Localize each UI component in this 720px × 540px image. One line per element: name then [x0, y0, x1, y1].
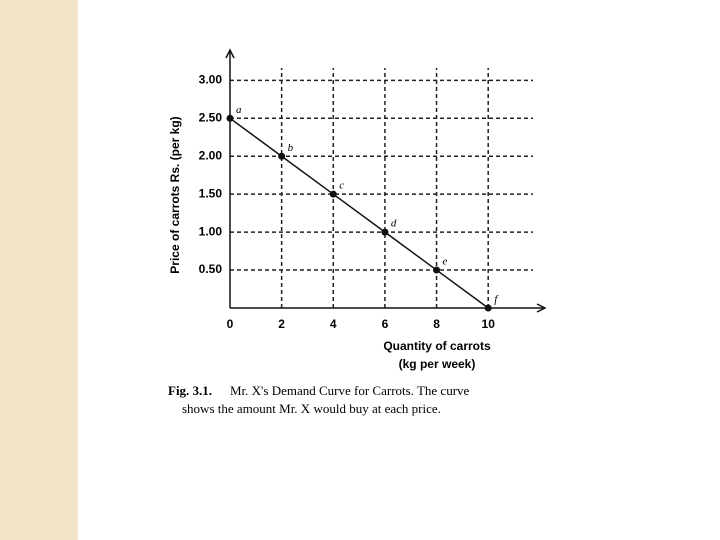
demand-line: [229, 117, 489, 309]
point: [226, 114, 234, 122]
x-tick-label: 0: [227, 317, 234, 331]
x-axis-arrow: [536, 303, 547, 313]
x-tick-label: 6: [382, 317, 389, 331]
point-label: e: [443, 256, 448, 268]
point-label: a: [236, 104, 242, 116]
point-label: b: [288, 142, 294, 154]
point: [329, 190, 337, 198]
point: [484, 304, 492, 312]
point: [381, 228, 389, 236]
y-axis-arrow: [225, 48, 235, 59]
y-tick-label: 3.00: [199, 73, 223, 87]
y-tick-label: 1.50: [199, 186, 223, 200]
point-label: d: [391, 218, 397, 230]
y-tick-label: 0.50: [199, 262, 223, 276]
x-axis-label: (kg per week): [399, 357, 476, 371]
x-tick-label: 10: [482, 317, 496, 331]
caption: Mr. X's Demand Curve for Carrots. The cu…: [230, 383, 470, 398]
point: [433, 266, 441, 274]
side-strip: [0, 0, 78, 540]
y-tick-label: 2.50: [199, 110, 223, 124]
y-tick-label: 2.00: [199, 148, 223, 162]
x-axis-label: Quantity of carrots: [383, 339, 491, 353]
y-axis-label: Price of carrots Rs. (per kg): [168, 116, 182, 273]
caption-label: Fig. 3.1.: [168, 383, 212, 398]
x-tick-label: 2: [278, 317, 285, 331]
point-label: f: [494, 294, 499, 306]
point-label: c: [339, 180, 344, 192]
point: [278, 152, 286, 160]
caption: shows the amount Mr. X would buy at each…: [182, 401, 441, 416]
y-tick-label: 1.00: [199, 224, 223, 238]
x-tick-label: 4: [330, 317, 337, 331]
x-tick-label: 8: [433, 317, 440, 331]
